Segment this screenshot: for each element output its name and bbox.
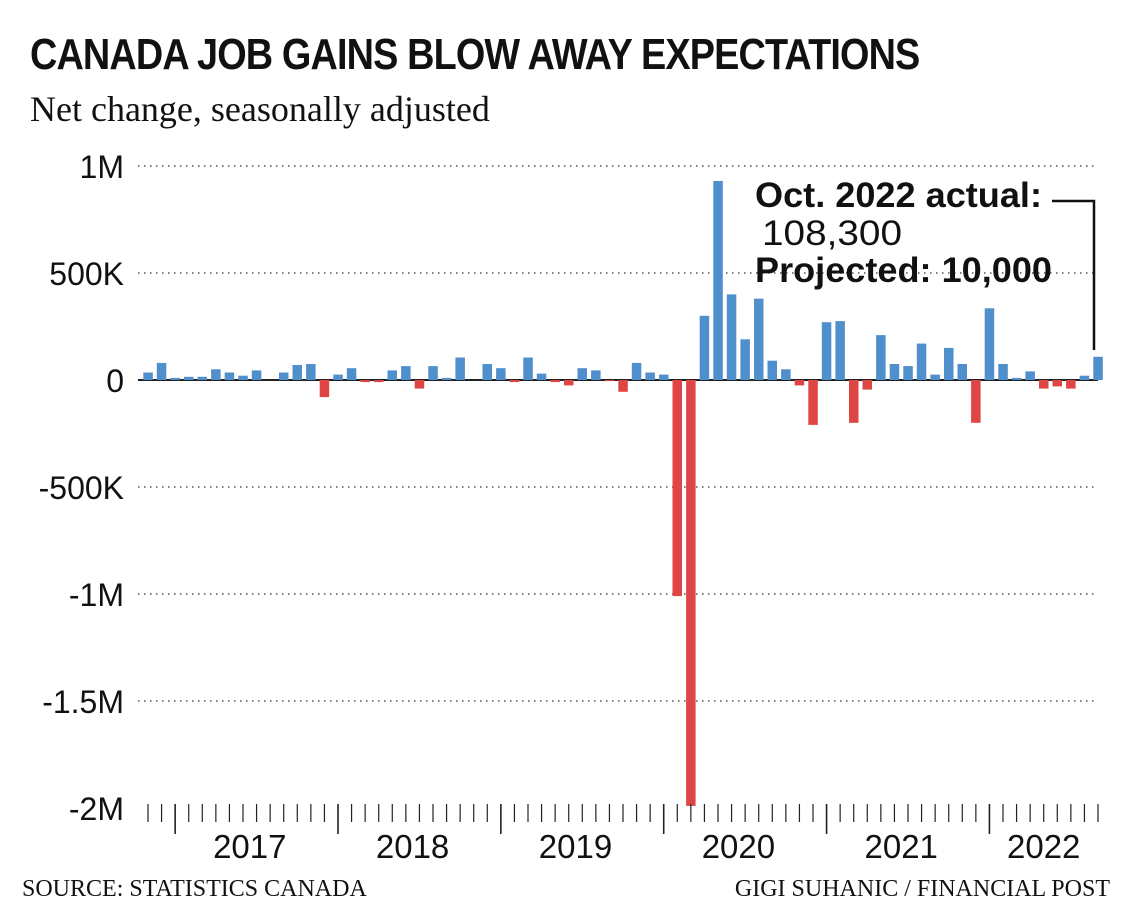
source-note: SOURCE: STATISTICS CANADA bbox=[22, 876, 367, 902]
gridlines bbox=[138, 165, 1098, 702]
bar bbox=[360, 380, 370, 383]
x-tick-label: 2020 bbox=[702, 828, 775, 865]
bar bbox=[156, 362, 167, 380]
annotation-leader-line bbox=[1052, 199, 1096, 350]
bar bbox=[821, 322, 832, 380]
bar-chart: 1M 500K 0 -500K -1M -1.5M -2M 2017 2018 2019 2020… bbox=[39, 149, 1103, 865]
bar bbox=[197, 376, 207, 380]
bar bbox=[631, 362, 642, 380]
bar bbox=[333, 374, 343, 380]
bar bbox=[835, 321, 845, 380]
bar bbox=[319, 380, 330, 398]
bar bbox=[346, 368, 357, 380]
bar bbox=[238, 375, 248, 380]
annotation-line-3: Projected: 10,000 bbox=[755, 251, 1052, 290]
bar bbox=[699, 315, 710, 380]
bar bbox=[564, 380, 574, 386]
bar bbox=[984, 308, 995, 380]
bar bbox=[523, 357, 533, 380]
bar bbox=[659, 374, 669, 380]
bar bbox=[428, 366, 438, 380]
bar bbox=[401, 366, 411, 380]
bar bbox=[591, 370, 601, 380]
annotation: Oct. 2022 actual: 108,300 Projected: 10,… bbox=[755, 176, 1096, 350]
y-axis: 1M 500K 0 -500K -1M -1.5M -2M bbox=[39, 149, 124, 827]
bar bbox=[251, 370, 262, 380]
bar bbox=[794, 380, 805, 386]
bar bbox=[686, 380, 696, 806]
bar bbox=[944, 347, 954, 380]
bar bbox=[306, 364, 316, 380]
bar bbox=[482, 364, 492, 380]
bar bbox=[414, 380, 425, 389]
y-tick-label: -1M bbox=[69, 577, 124, 613]
bar bbox=[1039, 380, 1049, 389]
bar bbox=[374, 380, 384, 383]
y-tick-label: -2M bbox=[69, 791, 124, 827]
bar bbox=[1066, 380, 1076, 389]
bar bbox=[957, 364, 967, 380]
bar bbox=[224, 372, 235, 380]
x-tick-label: 2019 bbox=[539, 828, 612, 865]
bar bbox=[1025, 371, 1035, 380]
y-tick-label: -500K bbox=[39, 470, 124, 506]
bar bbox=[767, 360, 777, 380]
bar bbox=[184, 376, 194, 380]
bar bbox=[726, 294, 737, 380]
bar bbox=[889, 364, 900, 380]
bar bbox=[577, 368, 587, 380]
x-tick-label: 2018 bbox=[376, 828, 449, 865]
y-tick-label: 0 bbox=[106, 363, 124, 399]
bar bbox=[916, 343, 927, 380]
bar bbox=[645, 372, 655, 380]
bar bbox=[536, 373, 547, 380]
bar bbox=[849, 380, 859, 423]
bar bbox=[509, 380, 520, 383]
bar bbox=[387, 370, 397, 380]
x-tick-label: 2017 bbox=[213, 828, 286, 865]
bar bbox=[1079, 375, 1090, 380]
x-tick-label: 2022 bbox=[1007, 828, 1080, 865]
y-tick-label: -1.5M bbox=[42, 684, 124, 720]
bar bbox=[754, 298, 764, 380]
bar-series bbox=[143, 181, 1103, 806]
bar bbox=[1011, 377, 1022, 380]
bar bbox=[550, 380, 560, 383]
bar bbox=[930, 374, 940, 380]
bar bbox=[808, 380, 818, 425]
x-axis: 2017 2018 2019 2020 2021 2022 bbox=[147, 804, 1099, 865]
bar bbox=[1052, 380, 1062, 387]
bar bbox=[455, 357, 465, 380]
y-tick-label: 500K bbox=[49, 256, 124, 292]
bar bbox=[279, 372, 289, 380]
bar bbox=[862, 380, 872, 390]
y-tick-label: 1M bbox=[80, 149, 124, 185]
bar bbox=[292, 365, 302, 380]
bar bbox=[604, 380, 615, 382]
bar bbox=[713, 181, 723, 380]
bar bbox=[170, 377, 180, 380]
bar bbox=[1093, 356, 1103, 380]
bar bbox=[971, 380, 981, 423]
bar bbox=[496, 368, 506, 380]
bar bbox=[998, 364, 1008, 380]
bar bbox=[441, 377, 452, 380]
bar bbox=[143, 372, 153, 380]
annotation-line-1: Oct. 2022 actual: bbox=[755, 176, 1042, 215]
credit-note: GIGI SUHANIC / FINANCIAL POST bbox=[734, 876, 1110, 902]
bar bbox=[781, 369, 791, 380]
bar bbox=[672, 380, 682, 597]
bar bbox=[740, 339, 750, 380]
annotation-line-2: 108,300 bbox=[762, 214, 902, 253]
chart-title: CANADA JOB GAINS BLOW AWAY EXPECTATIONS bbox=[30, 30, 920, 79]
bar bbox=[211, 369, 221, 380]
bar bbox=[618, 380, 628, 392]
chart-subtitle: Net change, seasonally adjusted bbox=[30, 89, 490, 129]
x-tick-label: 2021 bbox=[864, 828, 937, 865]
bar bbox=[876, 335, 886, 380]
bar bbox=[903, 366, 913, 380]
